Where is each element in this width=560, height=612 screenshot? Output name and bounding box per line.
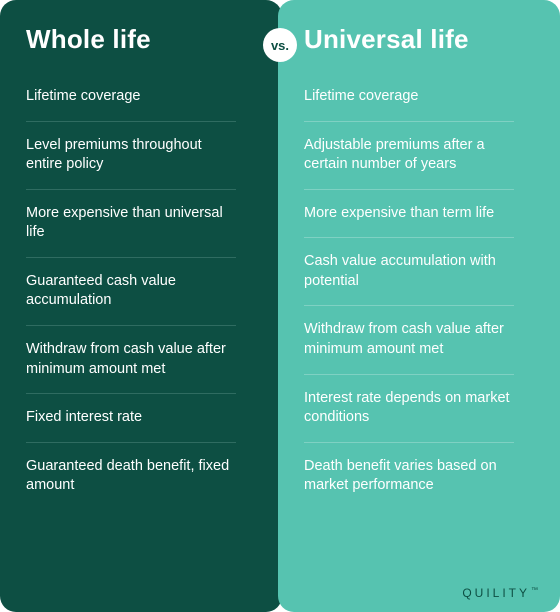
list-item: Withdraw from cash value after minimum a… [26, 326, 236, 394]
brand-logo: QUILITY™ [462, 586, 538, 600]
list-item: Death benefit varies based on market per… [304, 443, 514, 510]
list-item: Fixed interest rate [26, 394, 236, 443]
heading-universal-life: Universal life [304, 24, 534, 55]
list-item: Interest rate depends on market conditio… [304, 375, 514, 443]
brand-name: QUILITY [462, 586, 530, 600]
comparison-container: Whole life Lifetime coverage Level premi… [0, 0, 560, 612]
column-whole-life: Whole life Lifetime coverage Level premi… [0, 0, 282, 612]
column-universal-life: Universal life Lifetime coverage Adjusta… [278, 0, 560, 612]
heading-whole-life: Whole life [26, 24, 256, 55]
list-item: Guaranteed cash value accumulation [26, 258, 236, 326]
list-universal-life: Lifetime coverage Adjustable premiums af… [304, 73, 534, 510]
brand-trademark: ™ [531, 587, 538, 594]
vs-badge: vs. [263, 28, 297, 62]
list-item: Lifetime coverage [26, 73, 236, 122]
list-item: Level premiums throughout entire policy [26, 122, 236, 190]
list-item: Lifetime coverage [304, 73, 514, 122]
list-item: Guaranteed death benefit, fixed amount [26, 443, 236, 510]
list-item: Cash value accumulation with potential [304, 238, 514, 306]
list-item: More expensive than universal life [26, 190, 236, 258]
list-item: More expensive than term life [304, 190, 514, 239]
list-item: Adjustable premiums after a certain numb… [304, 122, 514, 190]
list-item: Withdraw from cash value after minimum a… [304, 306, 514, 374]
list-whole-life: Lifetime coverage Level premiums through… [26, 73, 256, 510]
